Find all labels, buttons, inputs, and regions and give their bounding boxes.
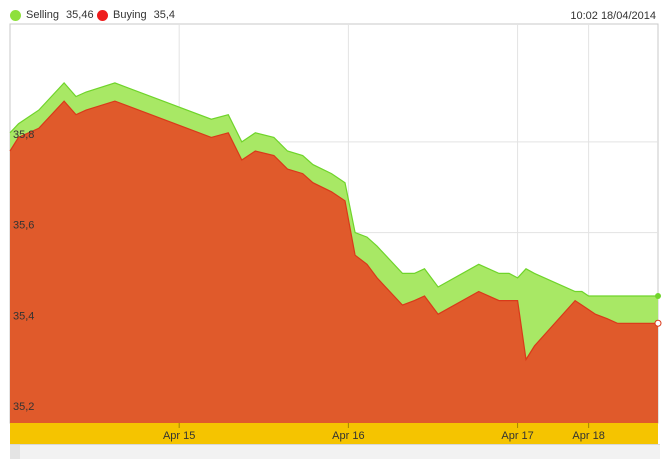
buying-end-point (654, 319, 662, 327)
selling-end-point (655, 293, 661, 300)
range-navigator[interactable] (10, 444, 660, 459)
x-tick-label: Apr 16 (332, 430, 364, 442)
x-tick-label: Apr 17 (501, 430, 533, 442)
selling-dot-icon (10, 9, 21, 21)
legend-selling-label: Selling (26, 9, 60, 21)
legend-item-selling[interactable]: Selling 35,46 (10, 9, 94, 21)
area-chart: 35,2 35,4 35,6 35,8 Apr 15 Apr 16 Apr 17 Apr 18 (9, 23, 662, 444)
navigator-handle[interactable] (10, 445, 20, 459)
series-line-buying (9, 100, 658, 362)
x-axis-band (10, 423, 658, 444)
y-tick-label: 35,6 (13, 220, 34, 232)
legend-selling-value: 35,46 (66, 9, 94, 21)
series-area-buying (10, 101, 658, 423)
y-tick-label: 35,2 (13, 401, 34, 413)
buying-dot-icon (97, 9, 108, 21)
y-tick-label: 35,8 (13, 129, 34, 141)
legend-buying-value: 35,4 (153, 9, 176, 21)
legend-item-buying[interactable]: Buying 35,4 (97, 9, 175, 21)
timestamp: 10:02 18/04/2014 (570, 10, 656, 22)
y-tick-label: 35,4 (13, 310, 34, 322)
x-tick-label: Apr 18 (572, 430, 604, 442)
x-tick-label: Apr 15 (163, 430, 195, 442)
chart-legend: Selling 35,46 Buying 35,4 10:02 18/04/20… (0, 0, 670, 24)
series-line-selling (9, 82, 658, 297)
legend-buying-label: Buying (113, 9, 147, 21)
